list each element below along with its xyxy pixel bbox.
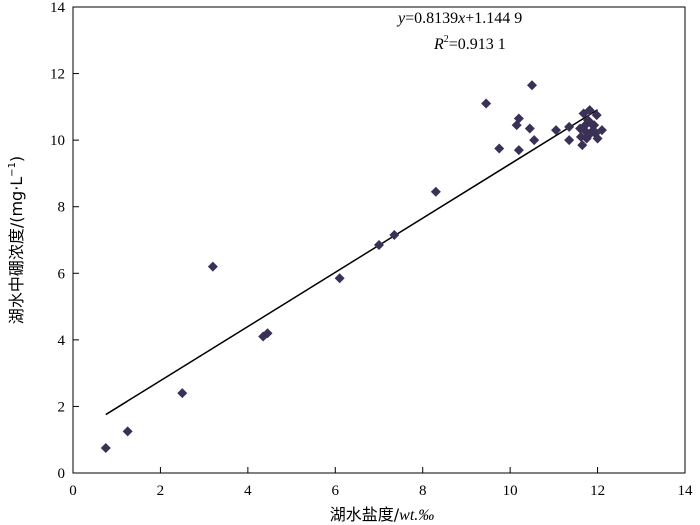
data-point xyxy=(577,140,588,151)
y-tick-label: 2 xyxy=(58,399,66,415)
data-point xyxy=(389,230,400,241)
data-point xyxy=(262,328,273,339)
data-point xyxy=(591,110,602,121)
data-point xyxy=(564,135,575,146)
data-point xyxy=(596,125,607,136)
r-squared-label: R2=0.913 1 xyxy=(433,34,506,53)
y-tick-label: 14 xyxy=(50,0,66,16)
x-tick-label: 10 xyxy=(503,483,518,499)
data-point xyxy=(207,261,218,272)
plot-frame xyxy=(72,6,686,474)
data-point xyxy=(564,121,575,132)
y-tick-label: 6 xyxy=(58,266,66,282)
data-point xyxy=(122,426,133,437)
data-point xyxy=(584,105,595,116)
data-point xyxy=(100,443,111,454)
y-tick-label: 10 xyxy=(50,133,65,149)
data-point xyxy=(589,120,600,131)
data-point xyxy=(527,80,537,91)
x-tick-label: 2 xyxy=(157,483,165,499)
data-point xyxy=(177,388,188,399)
trendline-group xyxy=(105,109,598,416)
data-point xyxy=(529,135,540,146)
x-tick-label: 6 xyxy=(332,483,340,499)
data-point xyxy=(334,273,345,284)
y-tick-label: 8 xyxy=(58,200,66,216)
y-axis-ticks: 0 2 4 6 8 10 12 14 xyxy=(50,0,79,482)
data-points xyxy=(100,80,607,454)
x-tick-label: 8 xyxy=(419,483,427,499)
data-point xyxy=(374,239,384,250)
data-point xyxy=(524,123,535,134)
trendline-equation: y=0.8139x+1.144 9 xyxy=(396,10,522,27)
x-axis-ticks: 0 2 4 6 8 10 12 14 xyxy=(69,467,693,499)
x-tick-label: 12 xyxy=(590,483,605,499)
x-tick-label: 14 xyxy=(678,483,694,499)
y-tick-label: 12 xyxy=(50,67,65,83)
data-point xyxy=(592,133,603,144)
data-point xyxy=(551,125,562,136)
y-tick-label: 4 xyxy=(58,333,66,349)
x-axis-title: 湖水盐度/wt.‰ xyxy=(330,505,435,524)
data-point xyxy=(513,113,524,124)
x-tick-label: 0 xyxy=(69,483,77,499)
data-point xyxy=(430,186,441,197)
y-axis-title: 湖水中硼浓度/(mg·L−1) xyxy=(7,156,26,324)
x-tick-label: 4 xyxy=(244,483,252,499)
y-tick-label: 0 xyxy=(58,466,66,482)
axes xyxy=(72,6,686,474)
trendline xyxy=(105,109,598,416)
data-point xyxy=(494,143,505,154)
data-point xyxy=(481,98,492,109)
data-point xyxy=(513,145,524,156)
